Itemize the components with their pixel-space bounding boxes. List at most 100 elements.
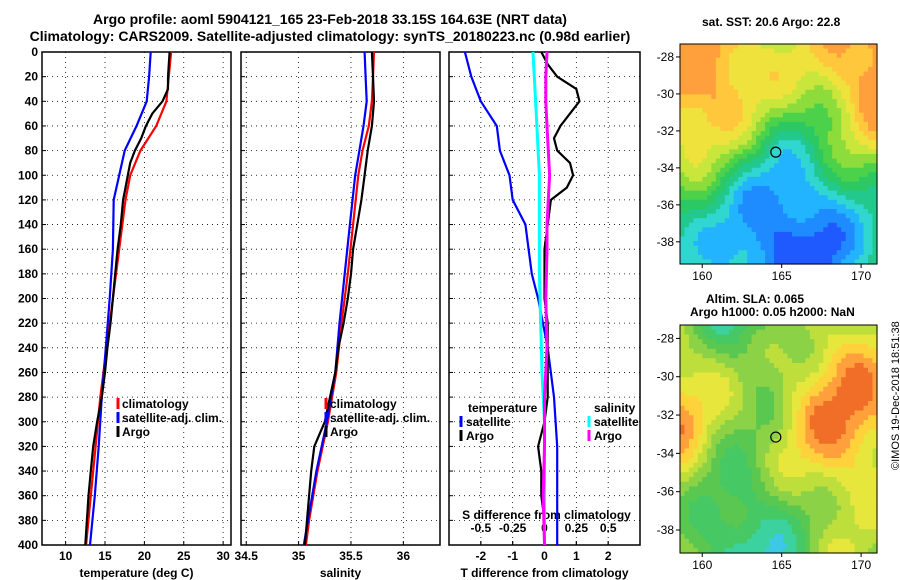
sla-map-cell bbox=[872, 348, 878, 355]
sla-map-cell bbox=[693, 515, 699, 521]
sla-map-cell bbox=[751, 458, 757, 464]
sst-map-cell bbox=[706, 94, 712, 100]
sla-map-cell bbox=[809, 339, 815, 345]
sla-map-cell bbox=[787, 491, 793, 497]
sst-map-cell bbox=[756, 204, 762, 210]
sst-map-cell bbox=[854, 149, 860, 155]
sst-map-cell bbox=[765, 181, 771, 187]
sst-map-cell bbox=[863, 241, 869, 247]
sst-map-cell bbox=[854, 108, 860, 114]
sst-map-cell bbox=[845, 227, 851, 233]
sla-map bbox=[680, 325, 878, 554]
sla-map-cell bbox=[854, 548, 860, 554]
sla-map-cell bbox=[845, 439, 851, 445]
sla-map-cell bbox=[729, 534, 735, 540]
sla-map-cell bbox=[747, 453, 753, 459]
sst-map-cell bbox=[805, 57, 811, 63]
sla-map-cell bbox=[805, 410, 811, 416]
sla-map-cell bbox=[715, 386, 721, 393]
sst-map-cell bbox=[738, 57, 744, 63]
sst-map-cell bbox=[720, 218, 726, 224]
sla-map-cell bbox=[791, 401, 798, 407]
sla-map-cell bbox=[800, 334, 806, 340]
sla-map-cell bbox=[791, 348, 798, 355]
sst-map-cell bbox=[818, 190, 824, 196]
sst-map-cell bbox=[805, 222, 811, 228]
sst-map-cell bbox=[697, 199, 703, 206]
sst-map-cell bbox=[800, 135, 806, 141]
sla-map-cell bbox=[765, 363, 771, 369]
sst-map-cell bbox=[774, 254, 780, 261]
sst-map-cell bbox=[850, 48, 856, 54]
sla-map-cell bbox=[841, 348, 847, 355]
sst-map-cell bbox=[854, 250, 860, 256]
sst-map-cell bbox=[809, 209, 815, 215]
sla-map-cell bbox=[774, 424, 780, 431]
sst-map-cell bbox=[809, 154, 815, 160]
sst-map-cell bbox=[769, 167, 775, 173]
sst-map-cell bbox=[782, 117, 789, 123]
sst-map-cell bbox=[724, 241, 730, 247]
sst-map-cell bbox=[805, 94, 811, 100]
sst-map-cell bbox=[774, 89, 780, 96]
sst-map-cell bbox=[805, 117, 811, 123]
sla-map-cell bbox=[765, 491, 771, 497]
sla-map-cell bbox=[827, 329, 833, 336]
sst-map-cell bbox=[742, 236, 748, 242]
sla-map-cell bbox=[859, 543, 865, 549]
sst-map-cell bbox=[688, 213, 695, 219]
imos-credit: ©IMOS 19-Dec-2018 18:51:38 bbox=[890, 321, 900, 470]
sla-map-cell bbox=[791, 458, 798, 464]
sla-map-cell bbox=[868, 344, 874, 350]
sst-map-cell bbox=[760, 103, 766, 109]
sla-map-cell bbox=[782, 510, 789, 516]
sst-map-cell bbox=[720, 186, 726, 192]
sla-map-cell bbox=[854, 339, 860, 345]
sla-map-cell bbox=[800, 382, 806, 388]
sst-map-cell bbox=[760, 53, 766, 59]
sst-map-cell bbox=[738, 76, 744, 82]
sla-map-cell bbox=[791, 534, 798, 540]
sla-map-cell bbox=[841, 372, 847, 378]
sst-map-cell bbox=[711, 231, 717, 238]
sst-map-cell bbox=[769, 76, 775, 82]
sst-map-cell bbox=[733, 236, 739, 242]
sla-map-cell bbox=[765, 538, 771, 545]
sla-map-cell bbox=[836, 363, 842, 369]
sla-map-cell bbox=[778, 524, 784, 530]
sla-map-cell bbox=[796, 515, 802, 521]
sla-map-cell bbox=[832, 500, 838, 507]
sst-map-cell bbox=[765, 57, 771, 63]
sst-map-cell bbox=[778, 108, 784, 114]
sst-map-cell bbox=[738, 254, 744, 261]
sst-map-cell bbox=[872, 254, 878, 261]
sla-map-cell bbox=[765, 344, 771, 350]
sla-map-cell bbox=[859, 382, 865, 388]
sla-map-cell bbox=[814, 386, 820, 393]
sla-map-cell bbox=[720, 348, 726, 355]
sla-map-cell bbox=[800, 524, 806, 530]
sla-map-cell bbox=[742, 353, 748, 359]
sst-map-cell bbox=[715, 167, 721, 173]
sst-map-cell bbox=[720, 103, 726, 109]
sla-map-cell bbox=[809, 334, 815, 340]
sla-map-cell bbox=[724, 329, 730, 336]
sst-map-cell bbox=[760, 190, 766, 196]
sla-map-cell bbox=[688, 391, 695, 397]
sst-map-cell bbox=[850, 117, 856, 123]
sst-map-cell bbox=[688, 140, 695, 146]
sst-map-cell bbox=[868, 126, 874, 132]
sla-map-cell bbox=[863, 405, 869, 412]
sst-map-cell bbox=[733, 53, 739, 59]
sst-map-cell bbox=[729, 167, 735, 173]
sla-map-cell bbox=[715, 377, 721, 383]
sla-map-cell bbox=[760, 534, 766, 540]
sla-map-cell bbox=[859, 496, 865, 502]
sst-map-cell bbox=[787, 190, 793, 196]
sst-map-cell bbox=[827, 218, 833, 224]
sst-map-cell bbox=[850, 94, 856, 100]
sst-map-cell bbox=[841, 80, 847, 86]
sla-map-cell bbox=[823, 391, 829, 397]
sst-map-cell bbox=[809, 195, 815, 201]
sst-map-cell bbox=[711, 48, 717, 54]
